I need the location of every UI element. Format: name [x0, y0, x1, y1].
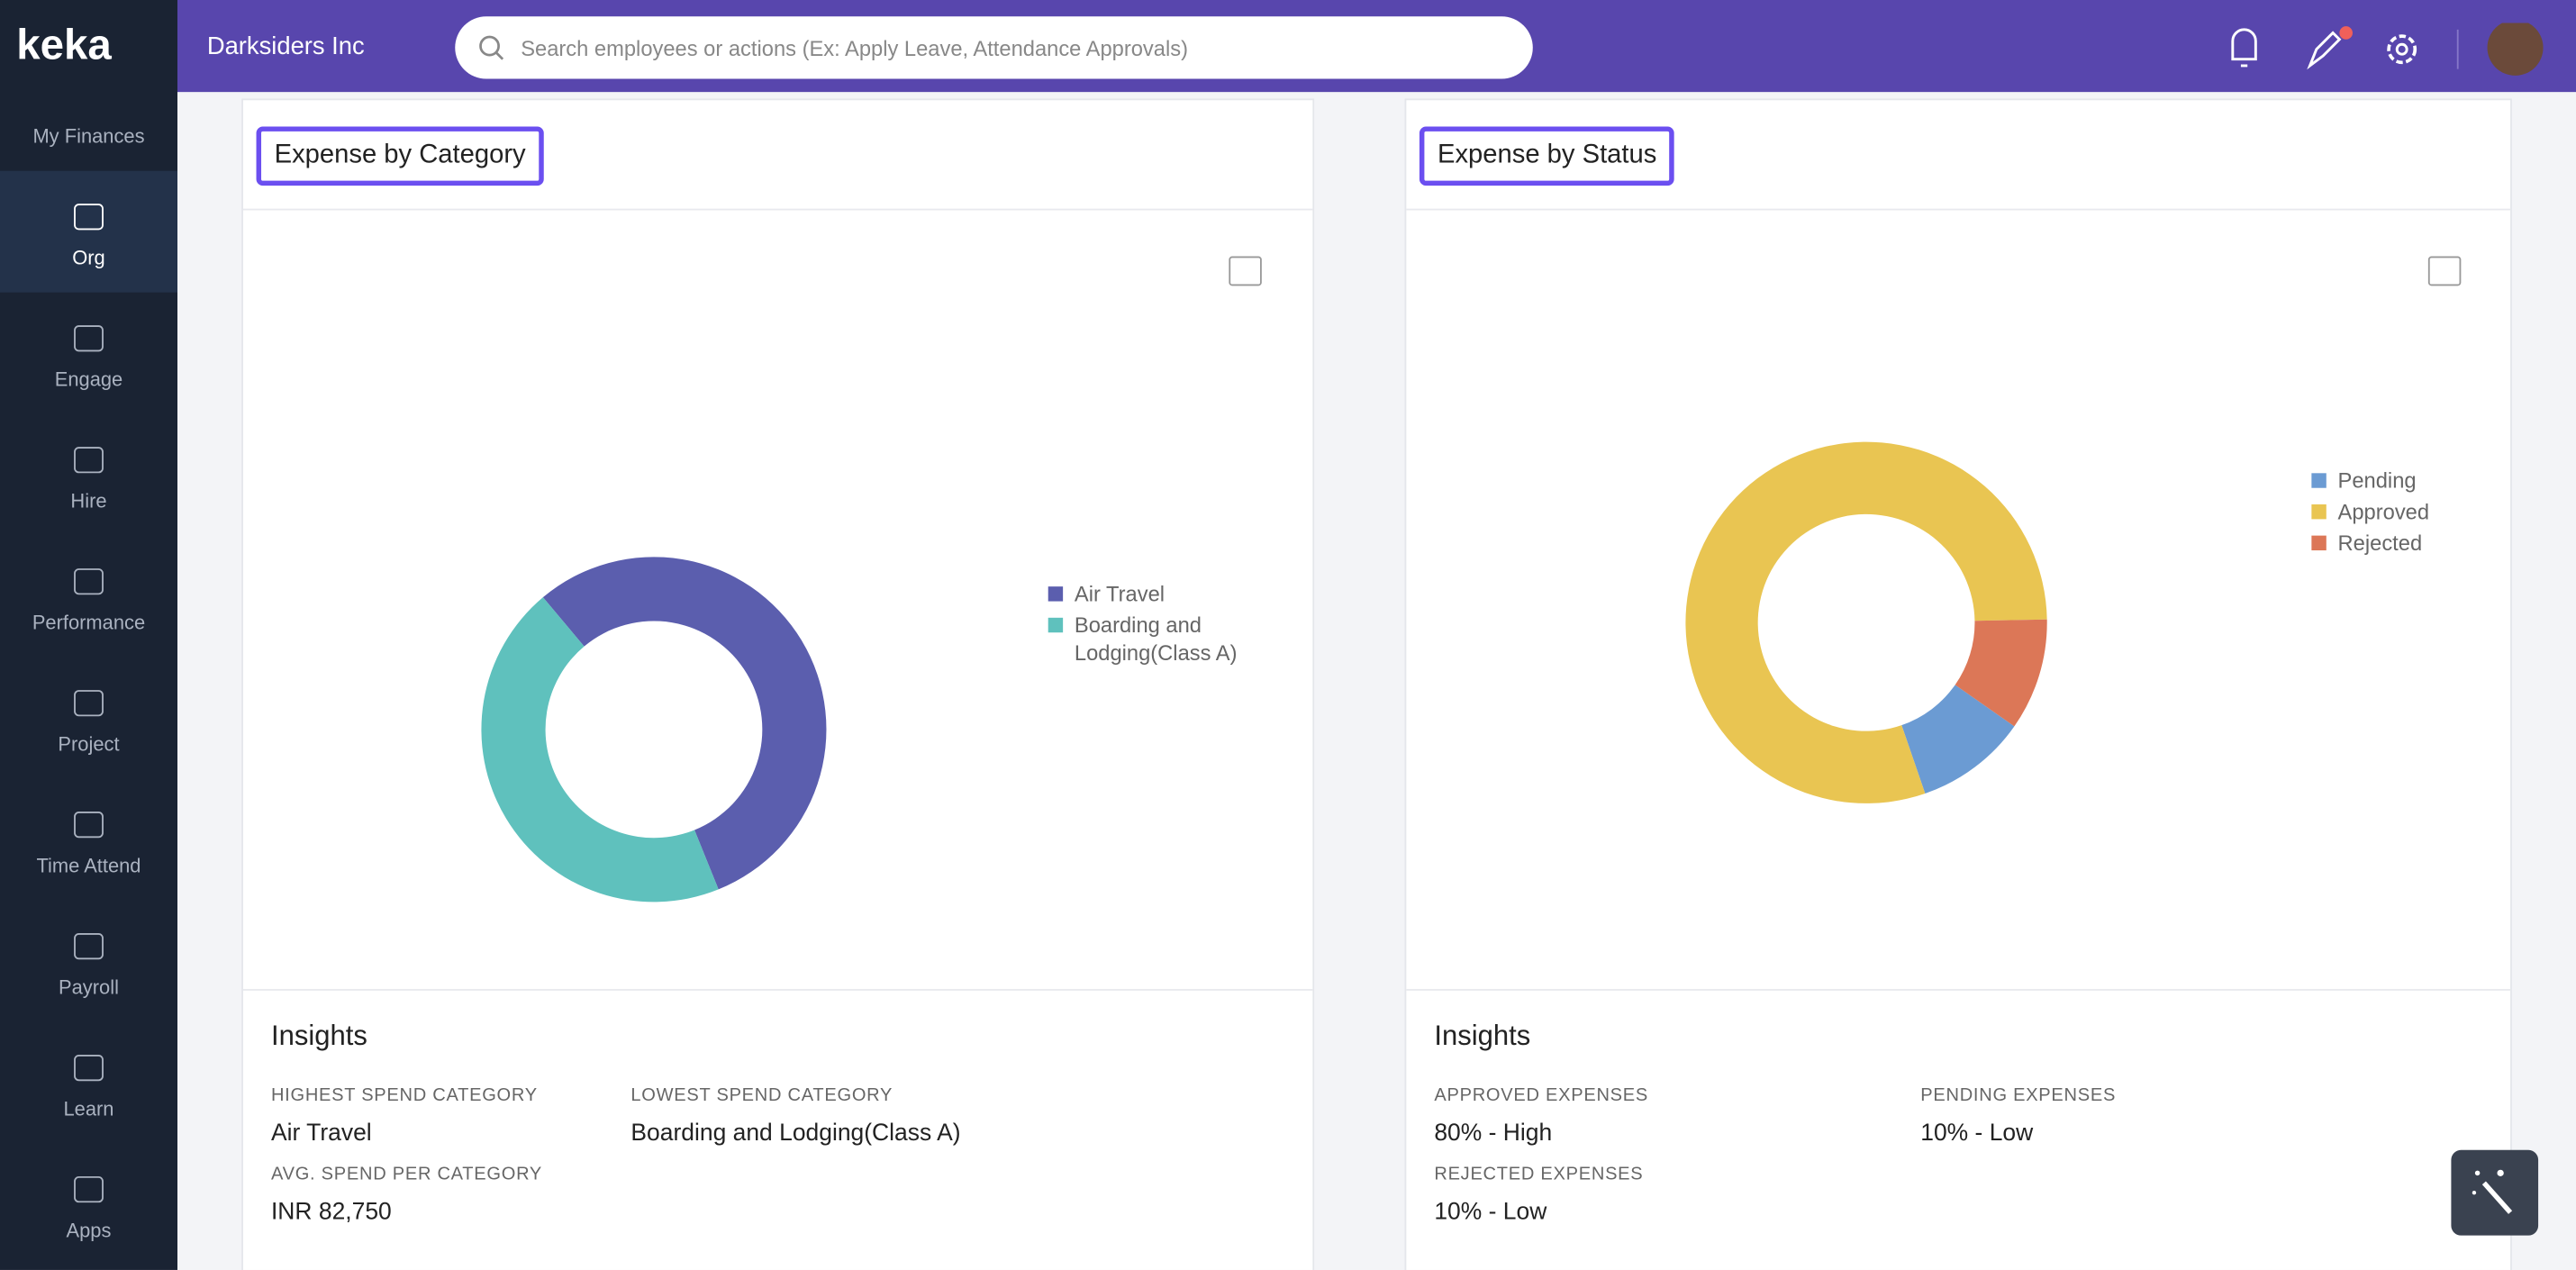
- nav-icon: [74, 812, 104, 839]
- insight-label: PENDING EXPENSES: [1920, 1085, 2117, 1106]
- legend-swatch: [1048, 617, 1064, 633]
- nav-icon: [74, 1055, 104, 1082]
- insight-value: Air Travel: [270, 1120, 372, 1148]
- nav-label: Engage: [54, 367, 123, 392]
- bell-icon[interactable]: [2231, 28, 2257, 68]
- insights: Insights HIGHEST SPEND CATEGORY Air Travel…: [242, 989, 1313, 1270]
- nav-label: Performance: [32, 611, 146, 635]
- donut-slice[interactable]: [1901, 685, 2015, 794]
- nav-label: Apps: [66, 1219, 112, 1242]
- nav-item[interactable]: Org: [0, 170, 177, 293]
- nav-label: Payroll: [59, 975, 119, 999]
- top-icons: [2231, 23, 2544, 76]
- legend-item[interactable]: Pending: [2311, 467, 2475, 494]
- panel: Expense by Category Air Travel Boarding an…: [241, 98, 1315, 1270]
- legend-item[interactable]: Rejected: [2311, 529, 2475, 557]
- insight-value: 10% - Low: [1434, 1199, 1547, 1226]
- legend-swatch: [2311, 473, 2327, 488]
- nav-label: Project: [58, 732, 120, 757]
- insight-label: HIGHEST SPEND CATEGORY: [270, 1085, 538, 1106]
- legend-item[interactable]: Air Travel: [1048, 580, 1246, 608]
- nav-item[interactable]: My Finances: [0, 50, 177, 171]
- nav-icon: [74, 325, 104, 352]
- company-name[interactable]: Darksiders Inc: [206, 32, 365, 61]
- nav-icon: [74, 204, 104, 231]
- insight-value: Boarding and Lodging(Class A): [630, 1120, 961, 1148]
- chart-menu[interactable]: [1229, 256, 1262, 286]
- nav-label: My Finances: [32, 124, 145, 149]
- magic-icon: [2472, 1169, 2513, 1214]
- insight-label: REJECTED EXPENSES: [1434, 1165, 1644, 1185]
- nav-label: Learn: [63, 1097, 114, 1120]
- donut-chart: [481, 557, 827, 903]
- nav-icon: [74, 447, 104, 474]
- panel-header: Expense by Status: [1406, 100, 2511, 211]
- insight-value: 10% - Low: [1920, 1120, 2034, 1148]
- panel-title: Expense by Category: [256, 126, 544, 186]
- insight-label: AVG. SPEND PER CATEGORY: [270, 1165, 543, 1185]
- rocket-icon[interactable]: [2307, 31, 2342, 70]
- sidebar: My Finances Org Engage Hire Performance Proje…: [0, 0, 177, 1270]
- nav-item[interactable]: Apps: [0, 1144, 177, 1265]
- donut-slice[interactable]: [1685, 441, 2047, 803]
- donut-chart: [1685, 441, 2047, 803]
- legend: Pending Approved Rejected: [2311, 467, 2475, 560]
- assistant-button[interactable]: [2451, 1149, 2539, 1236]
- legend-label: Rejected: [2337, 531, 2423, 556]
- legend-label: Air Travel: [1074, 581, 1166, 607]
- insight-label: APPROVED EXPENSES: [1434, 1085, 1649, 1106]
- nav-label: Time Attend: [36, 854, 141, 878]
- chart-menu[interactable]: [2427, 256, 2462, 286]
- nav-item[interactable]: Project: [0, 658, 177, 779]
- legend-label: Boarding and Lodging(Class A): [1074, 612, 1238, 666]
- top-bar: Darksiders Inc Search employees or actio…: [0, 0, 2576, 93]
- nav-label: Hire: [70, 489, 107, 513]
- nav-item[interactable]: Hire: [0, 414, 177, 536]
- search-icon: [479, 35, 504, 60]
- panel-title: Expense by Status: [1419, 126, 1675, 186]
- legend-label: Approved: [2337, 499, 2430, 524]
- notification-dot: [2339, 26, 2353, 40]
- insights-title: Insights: [1434, 1020, 1531, 1052]
- nav-item[interactable]: Performance: [0, 536, 177, 658]
- legend-swatch: [1048, 586, 1064, 602]
- donut-slice[interactable]: [542, 557, 827, 890]
- nav-item[interactable]: Time Attend: [0, 779, 177, 901]
- insights-title: Insights: [270, 1020, 367, 1052]
- nav-icon: [74, 933, 104, 960]
- insight-value: 80% - High: [1434, 1120, 1553, 1148]
- legend: Air Travel Boarding and Lodging(Class A): [1048, 580, 1246, 670]
- donut-slice[interactable]: [1955, 619, 2047, 727]
- panel-header: Expense by Category: [242, 100, 1313, 211]
- search-placeholder: Search employees or actions (Ex: Apply L…: [521, 36, 1188, 61]
- logo[interactable]: keka: [16, 19, 112, 69]
- legend-swatch: [2311, 503, 2327, 520]
- search-box[interactable]: Search employees or actions (Ex: Apply L…: [455, 16, 1533, 79]
- insight-label: LOWEST SPEND CATEGORY: [630, 1085, 893, 1106]
- nav-label: Org: [72, 246, 105, 270]
- legend-label: Pending: [2337, 467, 2417, 494]
- settings-icon[interactable]: [2387, 34, 2417, 65]
- nav-item[interactable]: Payroll: [0, 901, 177, 1022]
- legend-swatch: [2311, 535, 2327, 551]
- panel: Expense by Status Pending Approved Rejected…: [1404, 98, 2512, 1270]
- nav-icon: [74, 690, 104, 717]
- insight-value: INR 82,750: [270, 1199, 392, 1226]
- nav-icon: [74, 1175, 104, 1203]
- nav-item[interactable]: Engage: [0, 293, 177, 414]
- donut-slice[interactable]: [481, 597, 719, 903]
- legend-item[interactable]: Approved: [2311, 498, 2475, 526]
- insights: Insights APPROVED EXPENSES 80% - High PENDI…: [1406, 989, 2511, 1270]
- legend-item[interactable]: Boarding and Lodging(Class A): [1048, 612, 1246, 667]
- nav-item[interactable]: Learn: [0, 1022, 177, 1144]
- nav-icon: [74, 568, 104, 595]
- avatar[interactable]: [2487, 23, 2544, 76]
